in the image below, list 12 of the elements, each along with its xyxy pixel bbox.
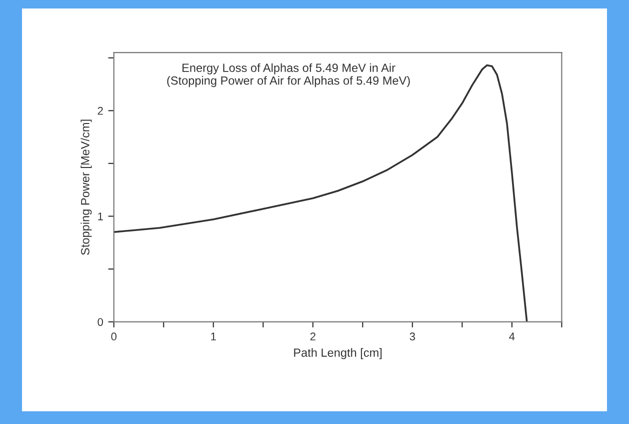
x-tick-label: 4 bbox=[509, 332, 515, 340]
x-tick-label: 3 bbox=[410, 332, 416, 340]
y-tick-label: 1 bbox=[98, 212, 103, 220]
x-tick-label: 2 bbox=[310, 332, 316, 340]
x-tick-label: 0 bbox=[111, 332, 117, 340]
x-tick-label: 1 bbox=[211, 332, 216, 340]
text: Energy Loss of Alphas of 5.49 MeV in Air (Stopping Power of Air for Alphas of 5.49 MeV) bbox=[167, 63, 410, 88]
y-axis-title: Stopping Power [MeV/cm] bbox=[80, 120, 92, 255]
y-tick-label: 2 bbox=[98, 106, 103, 115]
y-tick-label: 0 bbox=[98, 318, 103, 326]
line-series bbox=[114, 64, 528, 322]
x-axis-title: Path Length [cm] bbox=[294, 348, 382, 360]
